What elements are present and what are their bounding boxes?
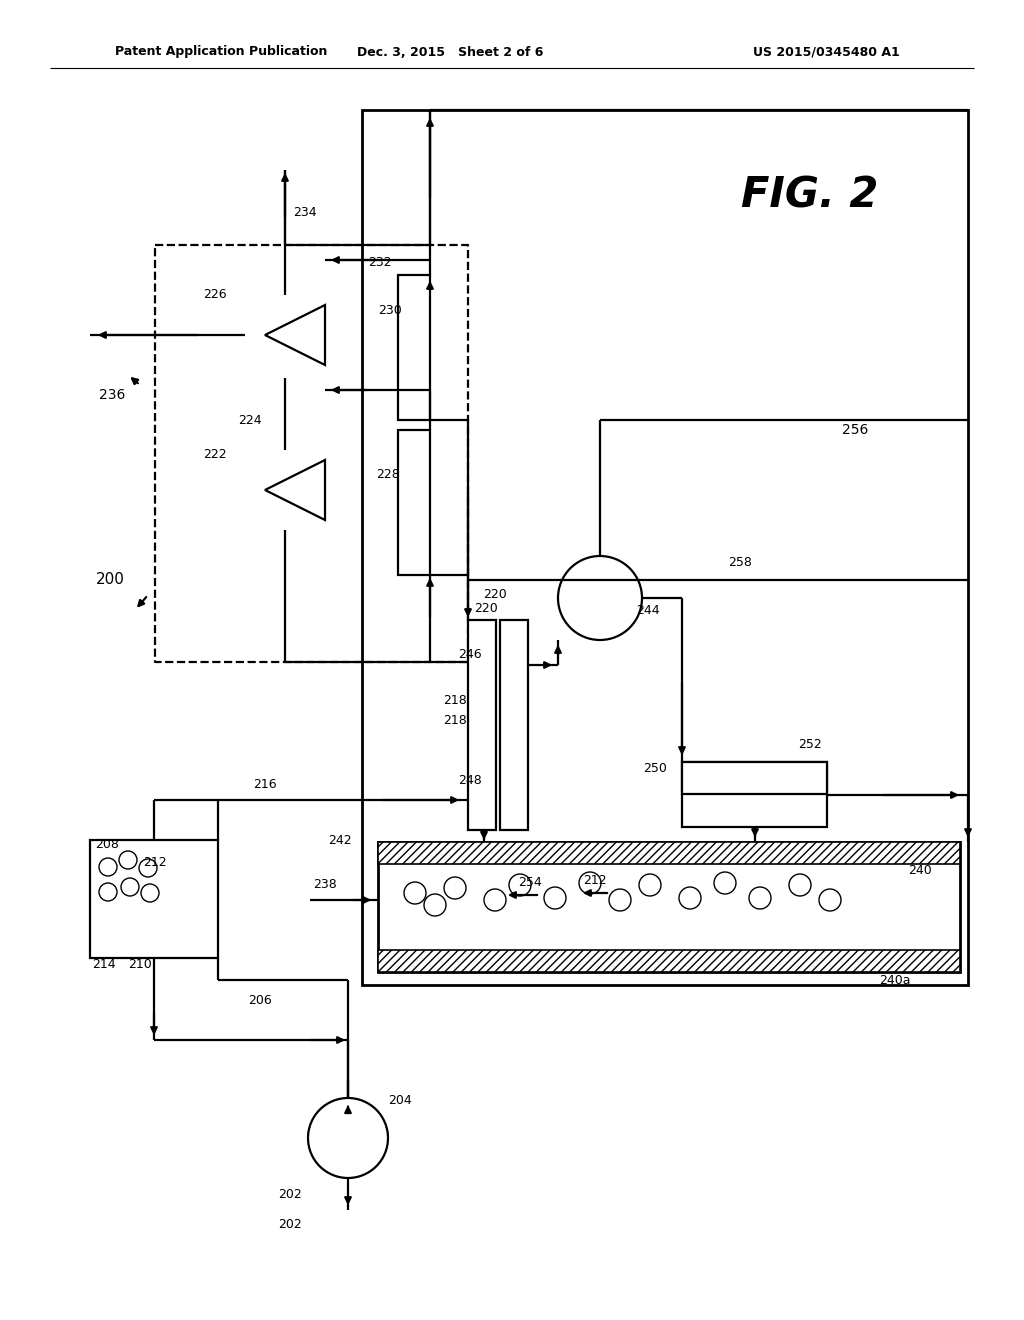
Text: 244: 244 bbox=[636, 603, 659, 616]
Text: FIG. 2: FIG. 2 bbox=[741, 174, 879, 216]
Text: Patent Application Publication: Patent Application Publication bbox=[115, 45, 328, 58]
Bar bbox=[398, 275, 430, 420]
Text: 246: 246 bbox=[458, 648, 482, 661]
Bar bbox=[378, 842, 961, 865]
Text: 252: 252 bbox=[798, 738, 822, 751]
Text: 258: 258 bbox=[728, 556, 752, 569]
Text: Dec. 3, 2015   Sheet 2 of 6: Dec. 3, 2015 Sheet 2 of 6 bbox=[356, 45, 543, 58]
Bar bbox=[500, 620, 528, 830]
Bar bbox=[362, 110, 968, 985]
Text: 232: 232 bbox=[369, 256, 392, 269]
Text: 224: 224 bbox=[239, 413, 262, 426]
Text: 206: 206 bbox=[248, 994, 272, 1006]
Text: 256: 256 bbox=[842, 422, 868, 437]
Text: 204: 204 bbox=[388, 1093, 412, 1106]
Bar bbox=[398, 430, 430, 576]
Bar bbox=[468, 620, 496, 830]
Text: 242: 242 bbox=[328, 833, 352, 846]
Text: 208: 208 bbox=[95, 838, 119, 851]
Text: 226: 226 bbox=[203, 289, 226, 301]
Text: 248: 248 bbox=[458, 774, 482, 787]
Text: 214: 214 bbox=[92, 958, 116, 972]
Text: 222: 222 bbox=[203, 449, 226, 462]
Text: 212: 212 bbox=[584, 874, 607, 887]
Text: 220: 220 bbox=[474, 602, 498, 615]
Text: 212: 212 bbox=[143, 855, 167, 869]
Text: 236: 236 bbox=[98, 388, 125, 403]
Bar bbox=[90, 840, 218, 958]
Text: 218: 218 bbox=[443, 693, 467, 706]
Text: 234: 234 bbox=[293, 206, 316, 219]
Bar bbox=[378, 842, 961, 972]
Text: 230: 230 bbox=[378, 304, 401, 317]
Text: 238: 238 bbox=[313, 879, 337, 891]
Text: 254: 254 bbox=[518, 876, 542, 890]
Bar bbox=[682, 762, 827, 828]
Text: 202: 202 bbox=[279, 1218, 302, 1232]
Text: 210: 210 bbox=[128, 958, 152, 972]
Text: 240: 240 bbox=[908, 863, 932, 876]
Text: US 2015/0345480 A1: US 2015/0345480 A1 bbox=[754, 45, 900, 58]
Text: 220: 220 bbox=[483, 589, 507, 602]
Text: 200: 200 bbox=[95, 573, 125, 587]
Bar bbox=[378, 950, 961, 972]
Text: 218: 218 bbox=[443, 714, 467, 726]
Text: 202: 202 bbox=[279, 1188, 302, 1201]
Text: 228: 228 bbox=[376, 469, 400, 482]
Text: 216: 216 bbox=[253, 779, 276, 792]
Bar bbox=[682, 762, 827, 795]
Text: 250: 250 bbox=[643, 762, 667, 775]
Text: 240a: 240a bbox=[880, 974, 910, 986]
